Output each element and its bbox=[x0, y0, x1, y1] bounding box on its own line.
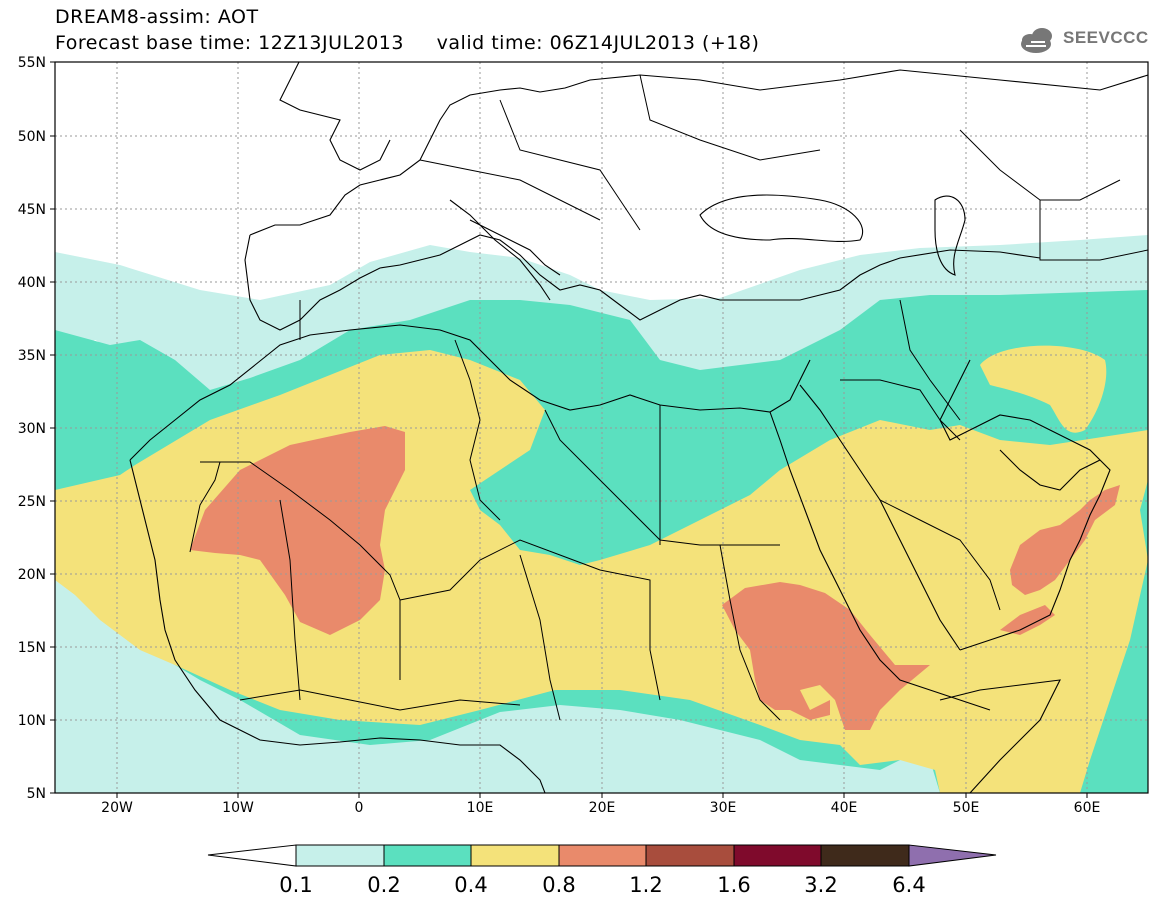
logo-text: SEEVCCC bbox=[1063, 28, 1149, 47]
lon-label: 50E bbox=[953, 800, 980, 816]
cloud-logo-icon bbox=[1021, 28, 1052, 53]
lon-label: 20E bbox=[589, 800, 616, 816]
valid-time: valid time: 06Z14JUL2013 (+18) bbox=[436, 32, 760, 54]
lat-label: 45N bbox=[18, 202, 46, 218]
colorbar-label: 0.1 bbox=[279, 873, 312, 897]
colorbar-label: 1.6 bbox=[717, 873, 750, 897]
lon-label: 60E bbox=[1074, 800, 1101, 816]
lon-label: 10E bbox=[467, 800, 494, 816]
colorbar-label: 0.2 bbox=[367, 873, 400, 897]
aot-max-sudan bbox=[722, 582, 930, 730]
lat-label: 10N bbox=[18, 713, 46, 729]
aot-max-sahara bbox=[190, 426, 405, 635]
lon-label: 10W bbox=[222, 800, 254, 816]
lon-labels: 20W 10W 0 10E 20E 30E 40E 50E 60E bbox=[101, 800, 1100, 816]
lon-label: 0 bbox=[355, 800, 364, 816]
lat-label: 35N bbox=[18, 348, 46, 364]
colorbar-swatch bbox=[733, 844, 822, 867]
colorbar-label: 0.4 bbox=[454, 873, 487, 897]
lat-label: 25N bbox=[18, 494, 46, 510]
colorbar: 0.1 0.2 0.4 0.8 1.2 1.6 3.2 6.4 bbox=[207, 844, 997, 897]
lat-label: 20N bbox=[18, 567, 46, 583]
chart-subtitle: Forecast base time: 12Z13JUL2013 valid t… bbox=[55, 32, 759, 54]
lat-label: 5N bbox=[27, 786, 46, 802]
lon-label: 30E bbox=[710, 800, 737, 816]
colorbar-swatch bbox=[558, 844, 647, 867]
lon-label: 40E bbox=[831, 800, 858, 816]
colorbar-label: 1.2 bbox=[629, 873, 662, 897]
colorbar-low-arrow bbox=[207, 844, 297, 867]
lat-labels: 55N 50N 45N 40N 35N 30N 25N 20N 15N 10N … bbox=[18, 55, 46, 802]
chart-title: DREAM8-assim: AOT bbox=[55, 6, 259, 28]
colorbar-swatch bbox=[470, 844, 560, 867]
aot-patch-mesopotamia bbox=[980, 345, 1107, 433]
lat-label: 40N bbox=[18, 275, 46, 291]
lat-label: 30N bbox=[18, 421, 46, 437]
colorbar-swatch bbox=[820, 844, 910, 867]
lat-label: 50N bbox=[18, 129, 46, 145]
colorbar-swatch bbox=[295, 844, 385, 867]
aot-max-arabia bbox=[1000, 485, 1120, 635]
colorbar-swatch bbox=[645, 844, 735, 867]
forecast-base-time: Forecast base time: 12Z13JUL2013 bbox=[55, 32, 404, 54]
colorbar-high-arrow bbox=[908, 844, 997, 867]
colorbar-swatch bbox=[383, 844, 472, 867]
graticule bbox=[55, 62, 1148, 793]
axis-ticks bbox=[50, 61, 1088, 798]
lat-label: 55N bbox=[18, 55, 46, 71]
lon-label: 20W bbox=[101, 800, 133, 816]
colorbar-label: 6.4 bbox=[892, 873, 925, 897]
lat-label: 15N bbox=[18, 640, 46, 656]
colorbar-label: 0.8 bbox=[542, 873, 575, 897]
coastlines-borders bbox=[129, 62, 1148, 793]
colorbar-label: 3.2 bbox=[804, 873, 837, 897]
